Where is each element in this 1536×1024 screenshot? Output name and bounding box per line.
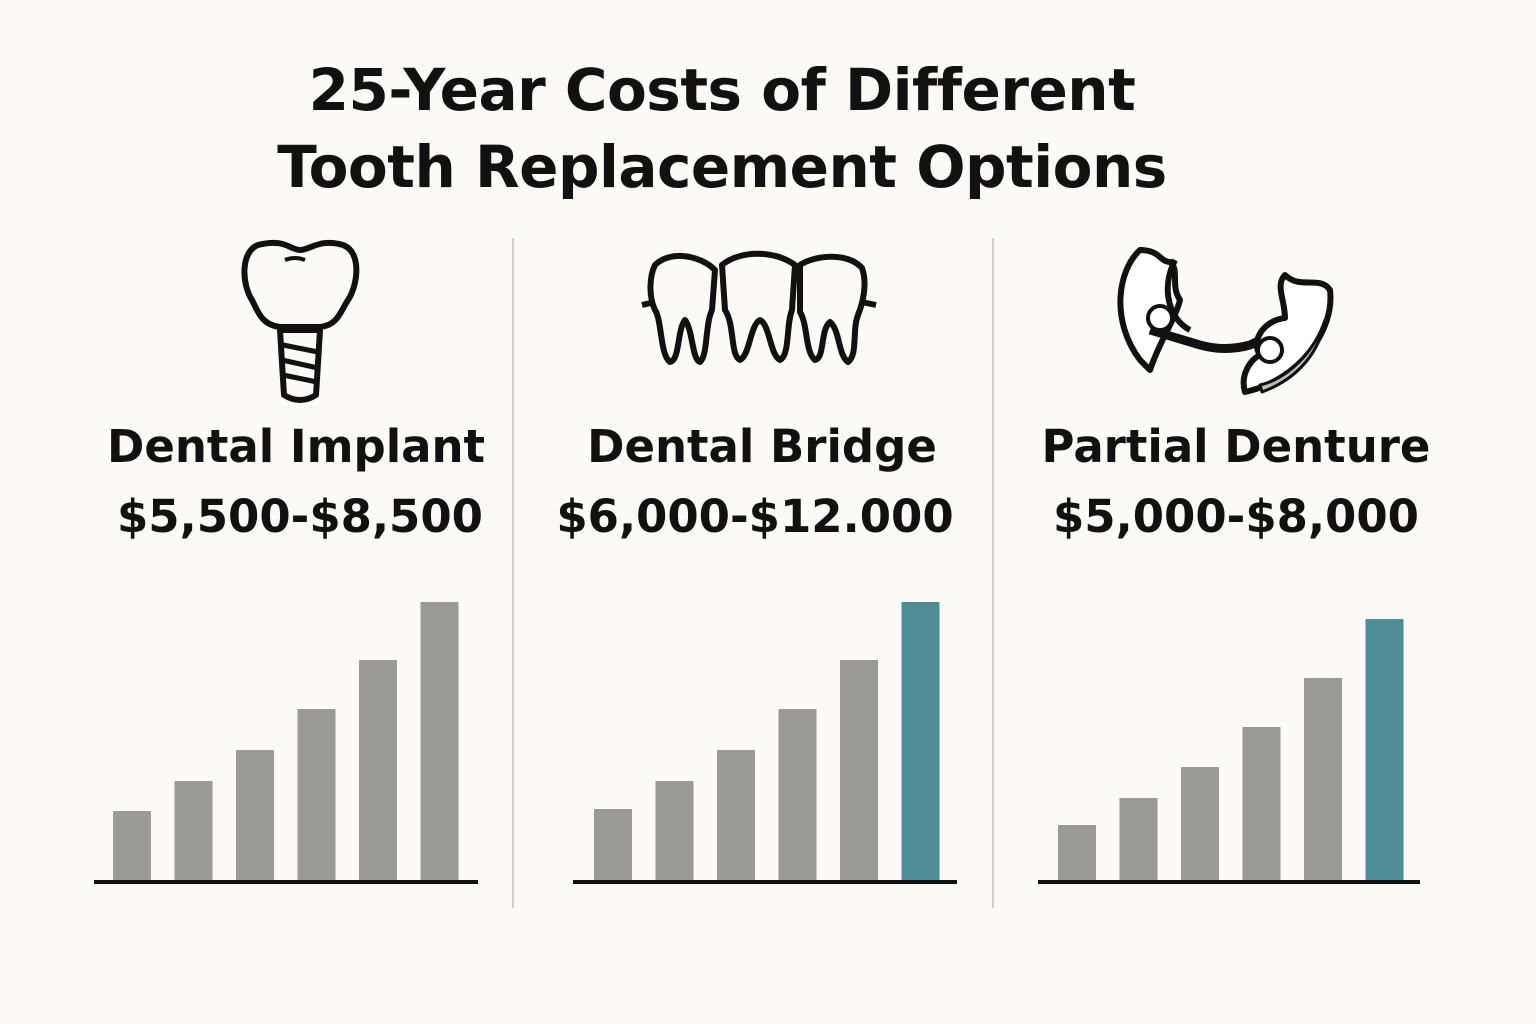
bridge-icon xyxy=(641,250,877,365)
denture-icon xyxy=(1117,247,1334,395)
bar xyxy=(297,709,336,882)
bar xyxy=(420,602,459,882)
bar xyxy=(359,660,397,882)
bar xyxy=(1304,678,1342,882)
bar xyxy=(1058,825,1096,882)
bar xyxy=(717,750,755,882)
bar xyxy=(840,660,878,882)
bar xyxy=(113,811,151,882)
price-range: $6,000-$12.000 xyxy=(556,490,954,543)
bar xyxy=(1365,619,1404,882)
bar xyxy=(1181,767,1219,882)
bar xyxy=(236,750,274,882)
panel-title: Partial Denture xyxy=(1041,420,1431,473)
bar xyxy=(778,709,817,882)
panel-title: Dental Bridge xyxy=(587,420,937,473)
price-range: $5,000-$8,000 xyxy=(1053,490,1419,543)
implant-icon xyxy=(241,239,360,403)
price-range: $5,500-$8,500 xyxy=(117,490,483,543)
bar xyxy=(901,602,940,882)
bar xyxy=(655,781,694,882)
bar xyxy=(1242,727,1281,882)
panel-title: Dental Implant xyxy=(106,420,486,473)
bar xyxy=(174,781,213,882)
bar xyxy=(1119,798,1158,882)
bar xyxy=(594,809,632,882)
page-title: 25-Year Costs of Different Tooth Replace… xyxy=(277,56,1167,201)
